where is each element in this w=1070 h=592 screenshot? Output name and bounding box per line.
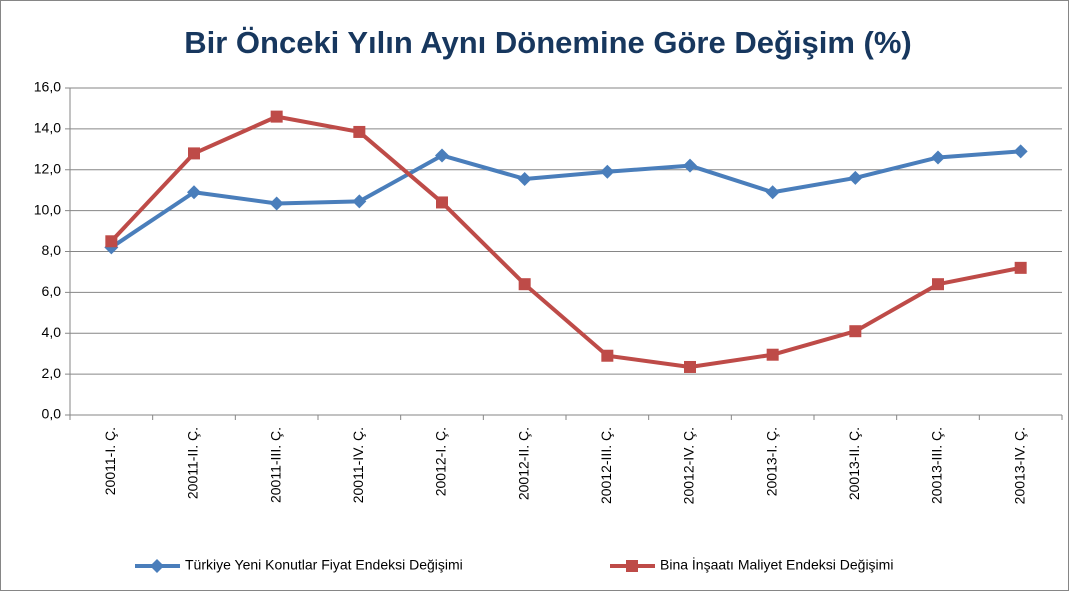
point <box>848 170 863 185</box>
point <box>436 196 448 209</box>
point <box>517 171 532 186</box>
y-tick-label: 8,0 <box>42 242 62 258</box>
y-tick-label: 2,0 <box>42 365 62 381</box>
point <box>188 147 200 160</box>
point <box>1014 261 1027 274</box>
x-tick-label: 20013-III. Ç. <box>929 427 945 504</box>
x-tick-label: 20011-IV. Ç. <box>350 427 366 503</box>
x-tick-label: 20013-II. Ç. <box>846 427 862 500</box>
y-tick-label: 12,0 <box>34 160 61 176</box>
legend-marker <box>626 560 638 572</box>
y-tick-label: 16,0 <box>34 79 61 95</box>
x-tick-label: 20012-III. Ç. <box>598 427 614 504</box>
x-tick-label: 20012-II. Ç. <box>515 427 531 500</box>
point <box>766 348 779 361</box>
point <box>518 278 531 291</box>
point <box>600 164 615 179</box>
point <box>105 235 118 248</box>
series-line <box>110 149 1021 250</box>
point <box>269 196 284 211</box>
point <box>435 148 449 163</box>
x-tick-label: 20013-I. Ç. <box>763 427 779 496</box>
point <box>187 185 201 200</box>
point <box>270 110 283 123</box>
point <box>601 349 614 362</box>
y-tick-label: 4,0 <box>42 324 62 340</box>
x-tick-label: 20011-I. Ç. <box>102 427 118 495</box>
point <box>683 158 697 173</box>
point <box>1013 144 1028 159</box>
point <box>684 360 696 373</box>
x-tick-label: 20012-IV. Ç. <box>681 427 697 504</box>
point <box>352 194 367 209</box>
y-tick-label: 10,0 <box>34 201 61 217</box>
point <box>353 125 366 138</box>
point <box>932 278 944 291</box>
point <box>931 150 945 165</box>
x-tick-label: 20013-IV. Ç. <box>1011 427 1027 504</box>
y-tick-label: 0,0 <box>42 406 62 422</box>
y-tick-label: 14,0 <box>34 120 61 136</box>
series-line <box>109 114 1022 369</box>
point <box>849 325 862 338</box>
legend-label: Türkiye Yeni Konutlar Fiyat Endeksi Deği… <box>185 557 463 573</box>
point <box>765 185 780 200</box>
legend-label: Bina İnşaatı Maliyet Endeksi Değişimi <box>660 556 893 573</box>
chart-title: Bir Önceki Yılın Aynı Dönemine Göre Deği… <box>184 25 912 60</box>
legend-marker <box>150 559 164 573</box>
x-tick-label: 20011-II. Ç. <box>185 427 201 499</box>
x-tick-label: 20012-I. Ç. <box>433 427 449 496</box>
x-tick-label: 20011-III. Ç. <box>267 427 283 503</box>
y-tick-label: 6,0 <box>42 283 62 299</box>
